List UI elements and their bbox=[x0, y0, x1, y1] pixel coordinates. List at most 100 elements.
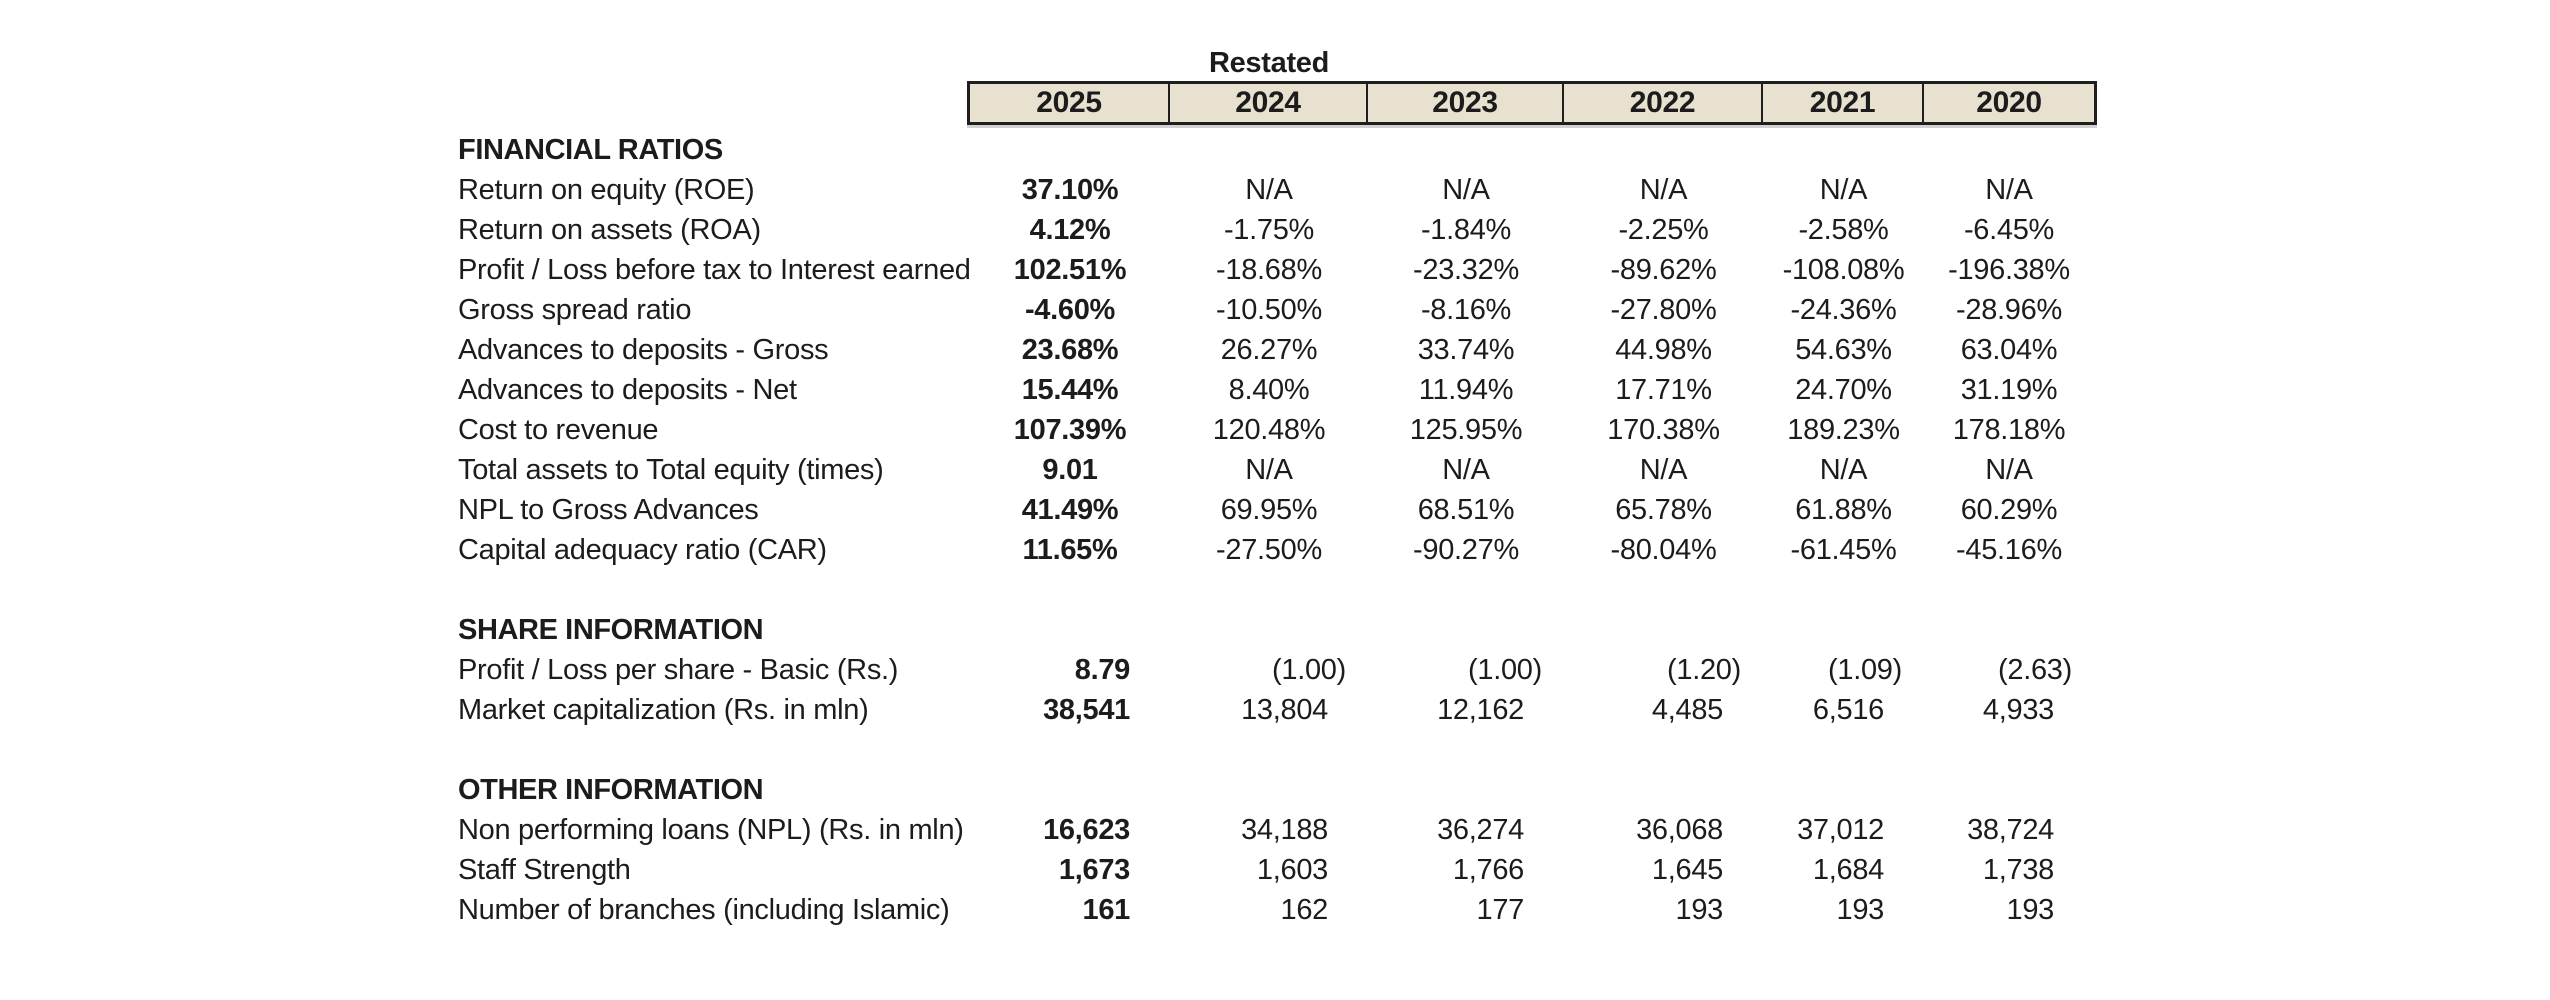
table-cell: -45.16% bbox=[1956, 534, 2062, 566]
year-column-header: 2024 bbox=[1170, 84, 1368, 122]
row-label: Number of branches (including Islamic) bbox=[458, 894, 950, 926]
row-label: Non performing loans (NPL) (Rs. in mln) bbox=[458, 814, 964, 846]
table-cell: -1.75% bbox=[1223, 214, 1315, 246]
row-label: Profit / Loss before tax to Interest ear… bbox=[458, 254, 971, 286]
table-body: FINANCIAL RATIOS Return on equity (ROE) 37… bbox=[455, 130, 2094, 930]
table-cell: -196.38% bbox=[1948, 254, 2070, 286]
section-heading: FINANCIAL RATIOS bbox=[458, 134, 723, 166]
table-cell: 4,485 bbox=[1651, 694, 1723, 726]
table-cell: -108.08% bbox=[1782, 254, 1905, 286]
table-cell: 33.74% bbox=[1417, 334, 1515, 366]
table-cell: 120.48% bbox=[1212, 414, 1326, 446]
table-cell: 107.39% bbox=[1013, 414, 1127, 446]
table-cell: -24.36% bbox=[1790, 294, 1897, 326]
table-cell: 38,724 bbox=[1967, 814, 2054, 846]
spacer-row bbox=[455, 730, 2094, 770]
table-cell: 34,188 bbox=[1241, 814, 1328, 846]
row-label: Gross spread ratio bbox=[458, 294, 692, 326]
table-cell: N/A bbox=[1245, 174, 1293, 206]
table-cell: 24.70% bbox=[1795, 374, 1892, 406]
table-row: Gross spread ratio -4.60% -10.50% -8.16% -27… bbox=[455, 290, 2094, 330]
table-cell: -6.45% bbox=[1963, 214, 2055, 246]
row-label: Capital adequacy ratio (CAR) bbox=[458, 534, 827, 566]
row-label: Advances to deposits - Gross bbox=[458, 334, 829, 366]
table-cell: -61.45% bbox=[1790, 534, 1897, 566]
row-label: Advances to deposits - Net bbox=[458, 374, 797, 406]
table-cell: N/A bbox=[1245, 454, 1293, 486]
table-cell: 9.01 bbox=[1042, 454, 1098, 486]
row-label: Return on assets (ROA) bbox=[458, 214, 761, 246]
table-cell: -80.04% bbox=[1610, 534, 1717, 566]
table-cell: N/A bbox=[1442, 174, 1490, 206]
table-cell: 162 bbox=[1280, 894, 1329, 926]
table-cell: 13,804 bbox=[1241, 694, 1328, 726]
table-cell: 193 bbox=[2006, 894, 2055, 926]
row-label: Market capitalization (Rs. in mln) bbox=[458, 694, 869, 726]
row-label: Staff Strength bbox=[458, 854, 631, 886]
section-heading: OTHER INFORMATION bbox=[458, 774, 764, 806]
table-row: Return on equity (ROE) 37.10% N/A N/A N/A N/A… bbox=[455, 170, 2094, 210]
table-cell: 189.23% bbox=[1787, 414, 1900, 446]
table-cell: 11.65% bbox=[1022, 534, 1118, 566]
year-column-header: 2020 bbox=[1976, 86, 2042, 119]
table-row: Cost to revenue 107.39% 120.48% 125.95% 170.… bbox=[455, 410, 2094, 450]
table-cell: 60.29% bbox=[1960, 494, 2058, 526]
table-cell: (1.00) bbox=[1468, 654, 1542, 686]
table-cell: (1.00) bbox=[1272, 654, 1346, 686]
table-row: Capital adequacy ratio (CAR) 11.65% -27.50… bbox=[455, 530, 2094, 570]
table-cell: 125.95% bbox=[1409, 414, 1523, 446]
table-cell: 15.44% bbox=[1021, 374, 1119, 406]
table-row: Profit / Loss per share - Basic (Rs.) 8.7… bbox=[455, 650, 2094, 690]
table-cell: -4.60% bbox=[1024, 294, 1116, 326]
table-cell: 54.63% bbox=[1795, 334, 1892, 366]
table-row: Advances to deposits - Gross 23.68% 26.27%… bbox=[455, 330, 2094, 370]
section-heading-row: SHARE INFORMATION bbox=[455, 610, 2094, 650]
table-cell: 6,516 bbox=[1812, 694, 1884, 726]
table-cell: 11.94% bbox=[1418, 374, 1514, 406]
table-cell: 31.19% bbox=[1960, 374, 2058, 406]
table-cell: 61.88% bbox=[1795, 494, 1892, 526]
table-cell: 23.68% bbox=[1021, 334, 1119, 366]
table-row: Profit / Loss before tax to Interest ear… bbox=[455, 250, 2094, 290]
table-cell: -18.68% bbox=[1216, 254, 1322, 286]
table-cell: 1,603 bbox=[1256, 854, 1328, 886]
table-cell: 8.40% bbox=[1228, 374, 1310, 406]
table-cell: -2.25% bbox=[1618, 214, 1709, 246]
table-cell: 170.38% bbox=[1607, 414, 1720, 446]
table-cell: N/A bbox=[1985, 174, 2033, 206]
table-cell: N/A bbox=[1819, 454, 1868, 486]
row-label: Return on equity (ROE) bbox=[458, 174, 755, 206]
table-cell: 63.04% bbox=[1960, 334, 2058, 366]
table-row: Advances to deposits - Net 15.44% 8.40% 11.… bbox=[455, 370, 2094, 410]
table-cell: 1,673 bbox=[1058, 854, 1130, 886]
table-cell: -28.96% bbox=[1956, 294, 2062, 326]
table-cell: 36,068 bbox=[1636, 814, 1723, 846]
section-heading: SHARE INFORMATION bbox=[458, 614, 764, 646]
table-cell: (1.09) bbox=[1828, 654, 1902, 686]
table-cell: -1.84% bbox=[1420, 214, 1512, 246]
table-cell: 69.95% bbox=[1220, 494, 1318, 526]
year-column-header: 2023 bbox=[1368, 84, 1564, 122]
table-cell: -90.27% bbox=[1413, 534, 1519, 566]
table-cell: 1,766 bbox=[1452, 854, 1524, 886]
table-cell: 4.12% bbox=[1029, 214, 1111, 246]
table-row: NPL to Gross Advances 41.49% 69.95% 68.51% 6… bbox=[455, 490, 2094, 530]
table-cell: -27.80% bbox=[1610, 294, 1717, 326]
table-cell: 4,933 bbox=[1982, 694, 2054, 726]
table-cell: 68.51% bbox=[1417, 494, 1515, 526]
year-column-header: 2022 bbox=[1564, 84, 1763, 122]
table-cell: N/A bbox=[1819, 174, 1868, 206]
table-cell: -27.50% bbox=[1216, 534, 1322, 566]
table-row: Market capitalization (Rs. in mln) 38,541… bbox=[455, 690, 2094, 730]
table-cell: 193 bbox=[1675, 894, 1724, 926]
table-cell: -8.16% bbox=[1420, 294, 1512, 326]
table-cell: 36,274 bbox=[1437, 814, 1524, 846]
section-heading-row: FINANCIAL RATIOS bbox=[455, 130, 2094, 170]
table-cell: 177 bbox=[1476, 894, 1525, 926]
table-cell: 1,645 bbox=[1651, 854, 1723, 886]
table-cell: N/A bbox=[1442, 454, 1490, 486]
table-cell: -89.62% bbox=[1610, 254, 1717, 286]
table-cell: -23.32% bbox=[1413, 254, 1519, 286]
table-cell: 178.18% bbox=[1952, 414, 2066, 446]
